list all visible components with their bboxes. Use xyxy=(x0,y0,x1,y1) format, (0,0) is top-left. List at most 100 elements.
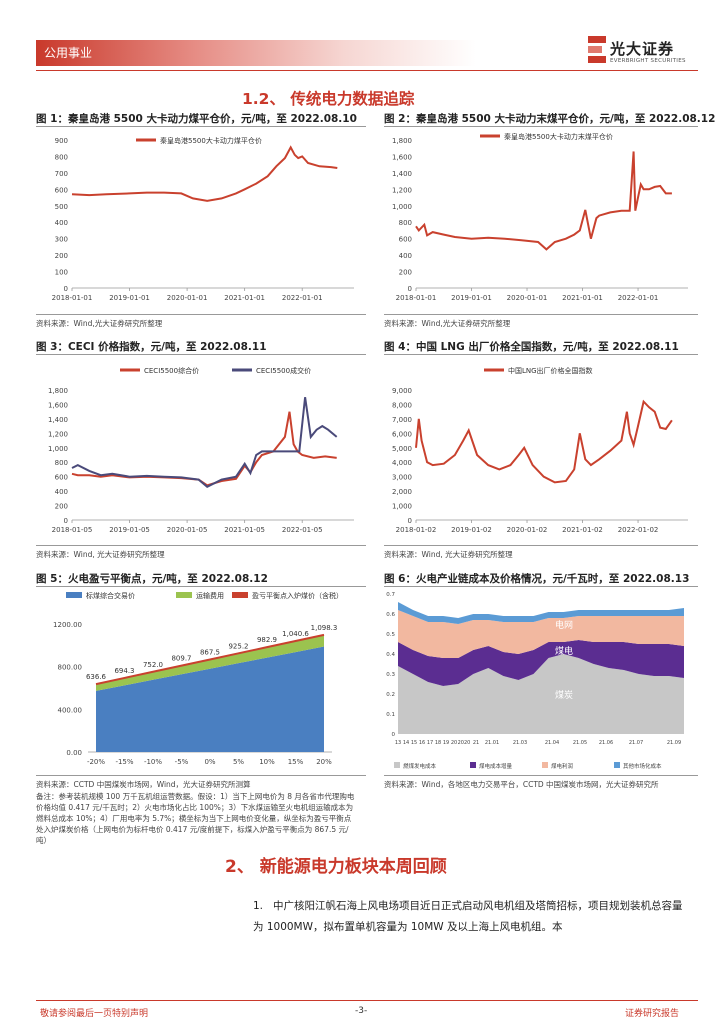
fig2-source: 资料来源：Wind,光大证券研究所整理 xyxy=(384,319,511,328)
y-tick-label: 0 xyxy=(64,285,68,293)
x-tick-label: 10% xyxy=(259,758,275,766)
y-tick-label: 900 xyxy=(55,137,68,145)
footer-disclaimer: 敬请参阅最后一页特别声明 xyxy=(40,1009,149,1019)
legend-label: 盈亏平衡点入炉煤价（含税） xyxy=(252,591,343,600)
fig4-title: 图 4：中国 LNG 出厂价格全国指数，元/吨，至 2022.08.11 xyxy=(384,341,679,353)
paragraph-number: 1. xyxy=(253,900,264,912)
x-tick-label: 5% xyxy=(233,758,244,766)
fig5-title: 图 5：火电盈亏平衡点，元/吨，至 2022.08.12 xyxy=(36,573,268,585)
y-tick-label: 300 xyxy=(55,236,68,244)
fig3-title-rule xyxy=(36,354,366,355)
data-label: 867.5 xyxy=(200,648,220,656)
y-tick-label: 600 xyxy=(55,474,68,482)
fig6-bottom-rule xyxy=(384,775,698,776)
area-transport-cost xyxy=(96,634,324,691)
legend-label: 秦皇岛港5500大卡动力煤平仓价 xyxy=(160,136,262,145)
logo-mark-icon xyxy=(588,36,606,63)
fig4-chart: 0 1,000 2,000 3,000 4,000 5,000 6,000 7,000 8,00… xyxy=(392,366,688,534)
legend-label: 秦皇岛港5500大卡动力末煤平仓价 xyxy=(504,132,613,141)
legend-swatch xyxy=(542,762,548,768)
x-tick-label: 21 xyxy=(473,740,479,746)
x-tick-label: 2020-01-05 xyxy=(167,526,208,534)
footer-page-number: -3- xyxy=(355,1006,368,1016)
fig1-title-rule xyxy=(36,126,366,127)
x-tick-label: 20% xyxy=(316,758,332,766)
y-tick-label: 400 xyxy=(55,219,68,227)
y-tick-label: 0.1 xyxy=(386,712,395,718)
data-label: 1,098.3 xyxy=(311,624,338,632)
x-tick-label: 21.09 xyxy=(667,740,681,746)
y-tick-label: 6,000 xyxy=(392,430,412,438)
x-tick-label: 2021-01-02 xyxy=(562,526,603,534)
fig5-title-rule xyxy=(36,586,366,587)
series-line-1 xyxy=(415,151,672,251)
y-tick-label: 500 xyxy=(55,203,68,211)
x-tick-label: 20 xyxy=(451,740,457,746)
y-tick-label: 1,000 xyxy=(392,203,412,211)
y-tick-label: 7,000 xyxy=(392,416,412,424)
y-tick-label: 1,600 xyxy=(392,153,412,161)
section-title-2: 2、 新能源电力板块本周回顾 xyxy=(225,857,447,877)
data-label: 694.3 xyxy=(114,667,134,675)
line-breakeven xyxy=(95,633,325,686)
x-tick-label: 2021-01-05 xyxy=(224,526,265,534)
x-tick-label: 21.04 xyxy=(545,740,559,746)
x-tick-label: 21.01 xyxy=(485,740,499,746)
x-tick-label: 21.03 xyxy=(513,740,527,746)
x-tick-label: 2022-01-02 xyxy=(618,526,659,534)
legend-label: 煤电利润 xyxy=(551,762,574,770)
fig5-bottom-rule xyxy=(36,775,366,776)
y-tick-label: 0 xyxy=(392,732,396,738)
y-tick-label: 700 xyxy=(55,170,68,178)
x-tick-label: 16 xyxy=(419,740,425,746)
x-tick-label: 2019-01-05 xyxy=(109,526,150,534)
area-coal-profit xyxy=(398,610,684,658)
data-label: 809.7 xyxy=(171,655,191,663)
x-tick-label: -15% xyxy=(115,758,133,766)
x-tick-label: 15 xyxy=(411,740,417,746)
x-tick-label: 15% xyxy=(288,758,304,766)
series-line-2 xyxy=(71,397,338,488)
legend-swatch xyxy=(394,762,400,768)
x-tick-label: 2020-01-01 xyxy=(167,294,208,302)
legend-swatch xyxy=(232,592,248,598)
x-tick-label: 2018-01-01 xyxy=(52,294,93,302)
y-tick-label: 0 xyxy=(408,517,412,525)
y-tick-label: 800.00 xyxy=(58,664,83,672)
y-tick-label: 5,000 xyxy=(392,445,412,453)
y-tick-label: 0.2 xyxy=(386,692,395,698)
x-tick-label: 2020-01-02 xyxy=(507,526,548,534)
fig6-title-rule xyxy=(384,586,698,587)
y-tick-label: 800 xyxy=(55,459,68,467)
y-tick-label: 400 xyxy=(399,252,412,260)
fig3-source: 资料来源：Wind, 光大证券研究所整理 xyxy=(36,550,165,559)
paragraph-text: 中广核阳江帆石海上风电场项目近日正式启动风电机组及塔筒招标，项目规划装机总容量为… xyxy=(253,900,683,933)
fig4-bottom-rule xyxy=(384,545,698,546)
legend-swatch xyxy=(176,592,192,598)
x-tick-label: -10% xyxy=(144,758,162,766)
y-tick-label: 1,400 xyxy=(48,416,68,424)
y-tick-label: 400.00 xyxy=(58,706,83,714)
y-tick-label: 1200.00 xyxy=(53,621,82,629)
section-tag: 公用事业 xyxy=(36,40,476,66)
x-tick-label: -20% xyxy=(87,758,105,766)
fig1-source: 资料来源：Wind,光大证券研究所整理 xyxy=(36,319,163,328)
x-tick-label: 2018-01-01 xyxy=(396,294,437,302)
y-tick-label: 1,200 xyxy=(392,186,412,194)
series-line-1 xyxy=(71,411,337,487)
x-tick-label: 2019-01-01 xyxy=(451,294,492,302)
y-tick-label: 200 xyxy=(55,503,68,511)
y-tick-label: 0.6 xyxy=(386,612,395,618)
y-tick-label: 3,000 xyxy=(392,474,412,482)
fig5-source: 资料来源：CCTD 中国煤炭市场网，Wind，光大证券研究所测算 xyxy=(36,780,251,789)
y-tick-label: 2,000 xyxy=(392,488,412,496)
fig1-title: 图 1：秦皇岛港 5500 大卡动力煤平仓价，元/吨，至 2022.08.10 xyxy=(36,113,357,125)
x-tick-label: 2022-01-01 xyxy=(618,294,659,302)
x-tick-label: 0% xyxy=(204,758,215,766)
legend-swatch xyxy=(614,762,620,768)
y-tick-label: 200 xyxy=(399,269,412,277)
area-coal-price xyxy=(96,646,324,752)
y-tick-label: 600 xyxy=(55,186,68,194)
area-label: 煤炭 xyxy=(555,689,573,701)
